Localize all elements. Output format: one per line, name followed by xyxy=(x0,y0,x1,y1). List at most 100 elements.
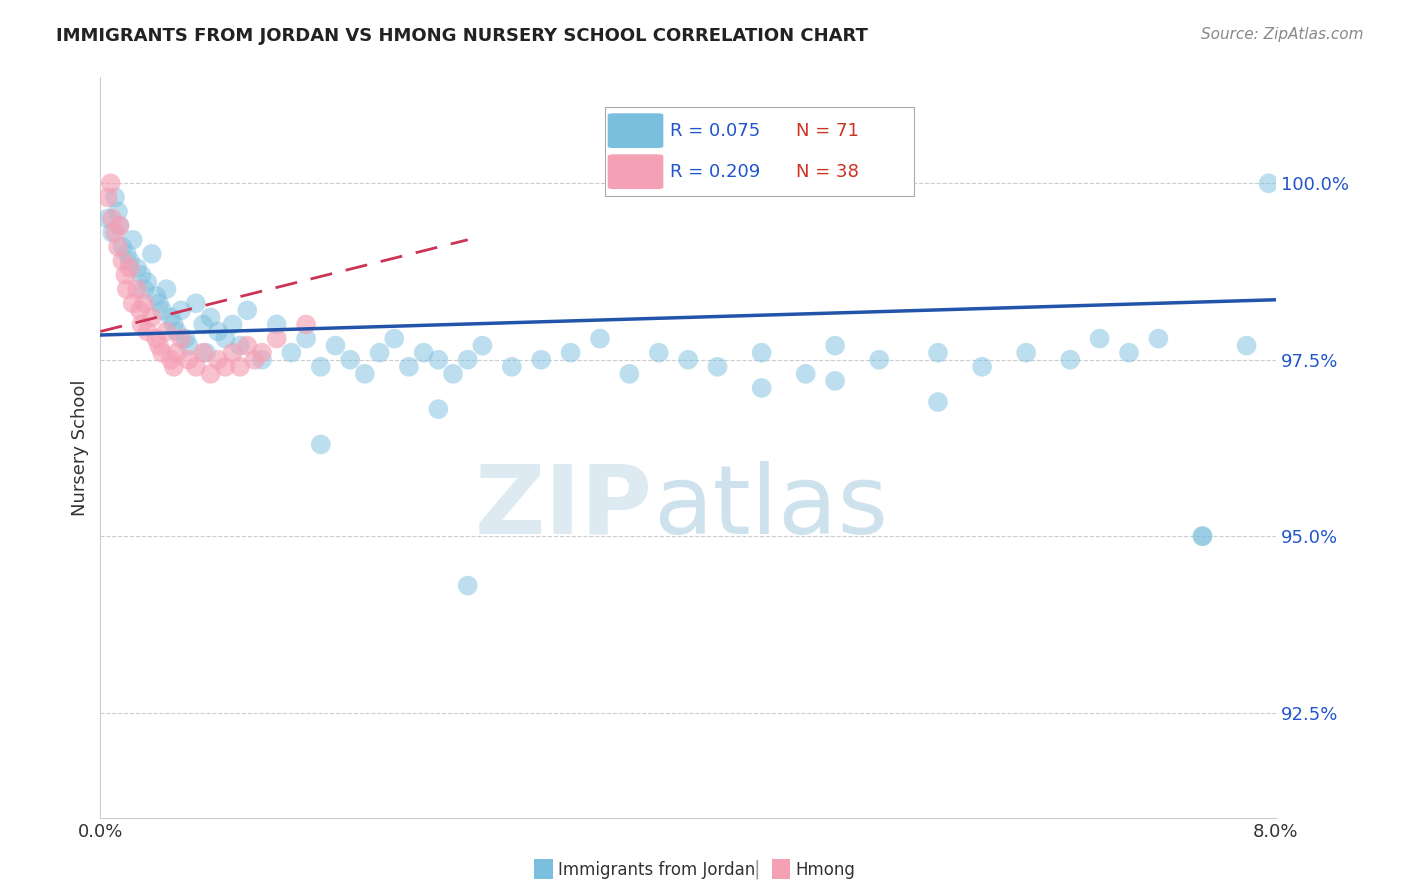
Point xyxy=(131,318,153,332)
Point xyxy=(107,240,129,254)
Point xyxy=(104,190,127,204)
Point xyxy=(118,260,141,275)
Point xyxy=(325,338,347,352)
Point xyxy=(166,345,188,359)
Text: N = 38: N = 38 xyxy=(796,163,859,181)
Point xyxy=(177,338,200,352)
FancyBboxPatch shape xyxy=(607,113,664,148)
Point xyxy=(150,303,173,318)
Point xyxy=(382,332,405,346)
Point xyxy=(794,367,817,381)
Point xyxy=(100,176,122,190)
Point xyxy=(250,352,273,367)
Point xyxy=(155,325,177,339)
Point xyxy=(97,211,120,226)
Point xyxy=(970,359,993,374)
Point xyxy=(108,219,131,233)
Point xyxy=(148,296,170,310)
Point xyxy=(121,233,143,247)
Point xyxy=(207,325,229,339)
Point xyxy=(221,318,243,332)
Text: ZIP: ZIP xyxy=(475,461,652,554)
Point xyxy=(824,338,846,352)
Point xyxy=(163,359,186,374)
Point xyxy=(160,352,183,367)
Point xyxy=(1059,352,1081,367)
Point xyxy=(751,381,773,395)
Point xyxy=(200,310,222,325)
Point xyxy=(354,367,377,381)
Point xyxy=(221,345,243,359)
Point xyxy=(111,240,134,254)
Point xyxy=(501,359,523,374)
Text: Immigrants from Jordan: Immigrants from Jordan xyxy=(558,861,755,879)
Point xyxy=(236,338,259,352)
Point xyxy=(115,247,138,261)
Point xyxy=(309,437,332,451)
Point xyxy=(150,345,173,359)
Point xyxy=(114,268,136,282)
Point xyxy=(184,296,207,310)
Point xyxy=(184,359,207,374)
Point xyxy=(170,332,193,346)
Point xyxy=(1257,176,1279,190)
Point xyxy=(589,332,612,346)
Point xyxy=(457,578,479,592)
Point xyxy=(229,338,252,352)
Point xyxy=(97,190,120,204)
Point xyxy=(101,211,124,226)
Point xyxy=(141,247,163,261)
Point xyxy=(207,352,229,367)
Point xyxy=(136,275,159,289)
FancyBboxPatch shape xyxy=(607,154,664,189)
Point xyxy=(398,359,420,374)
Point xyxy=(118,254,141,268)
Point xyxy=(134,282,156,296)
Point xyxy=(243,352,266,367)
Text: |: | xyxy=(754,860,759,880)
Point xyxy=(193,318,215,332)
Point xyxy=(127,260,149,275)
Point xyxy=(160,310,183,325)
Point xyxy=(200,367,222,381)
Point xyxy=(214,359,236,374)
Point xyxy=(1191,529,1213,543)
Text: N = 71: N = 71 xyxy=(796,122,859,140)
Point xyxy=(108,219,131,233)
Text: R = 0.075: R = 0.075 xyxy=(669,122,759,140)
Point xyxy=(427,402,450,417)
Point xyxy=(1147,332,1170,346)
Point xyxy=(111,254,134,268)
Point xyxy=(309,359,332,374)
Point xyxy=(441,367,464,381)
Point xyxy=(471,338,494,352)
Point xyxy=(195,345,218,359)
Text: IMMIGRANTS FROM JORDAN VS HMONG NURSERY SCHOOL CORRELATION CHART: IMMIGRANTS FROM JORDAN VS HMONG NURSERY … xyxy=(56,27,868,45)
Text: Source: ZipAtlas.com: Source: ZipAtlas.com xyxy=(1201,27,1364,42)
Text: R = 0.209: R = 0.209 xyxy=(669,163,759,181)
Text: Hmong: Hmong xyxy=(796,861,856,879)
Point xyxy=(155,282,177,296)
Point xyxy=(295,318,318,332)
Point xyxy=(141,310,163,325)
Point xyxy=(115,282,138,296)
Point xyxy=(250,345,273,359)
Point xyxy=(927,345,949,359)
Point xyxy=(1088,332,1111,346)
Point xyxy=(560,345,582,359)
Point xyxy=(368,345,391,359)
Point xyxy=(457,352,479,367)
Point xyxy=(427,352,450,367)
Point xyxy=(136,325,159,339)
Point xyxy=(148,338,170,352)
Point xyxy=(295,332,318,346)
Point xyxy=(619,367,641,381)
Point xyxy=(127,282,149,296)
Point xyxy=(104,226,127,240)
Point xyxy=(134,296,156,310)
Point xyxy=(648,345,671,359)
Point xyxy=(229,359,252,374)
Point xyxy=(145,332,167,346)
Point xyxy=(107,204,129,219)
Point xyxy=(339,352,361,367)
